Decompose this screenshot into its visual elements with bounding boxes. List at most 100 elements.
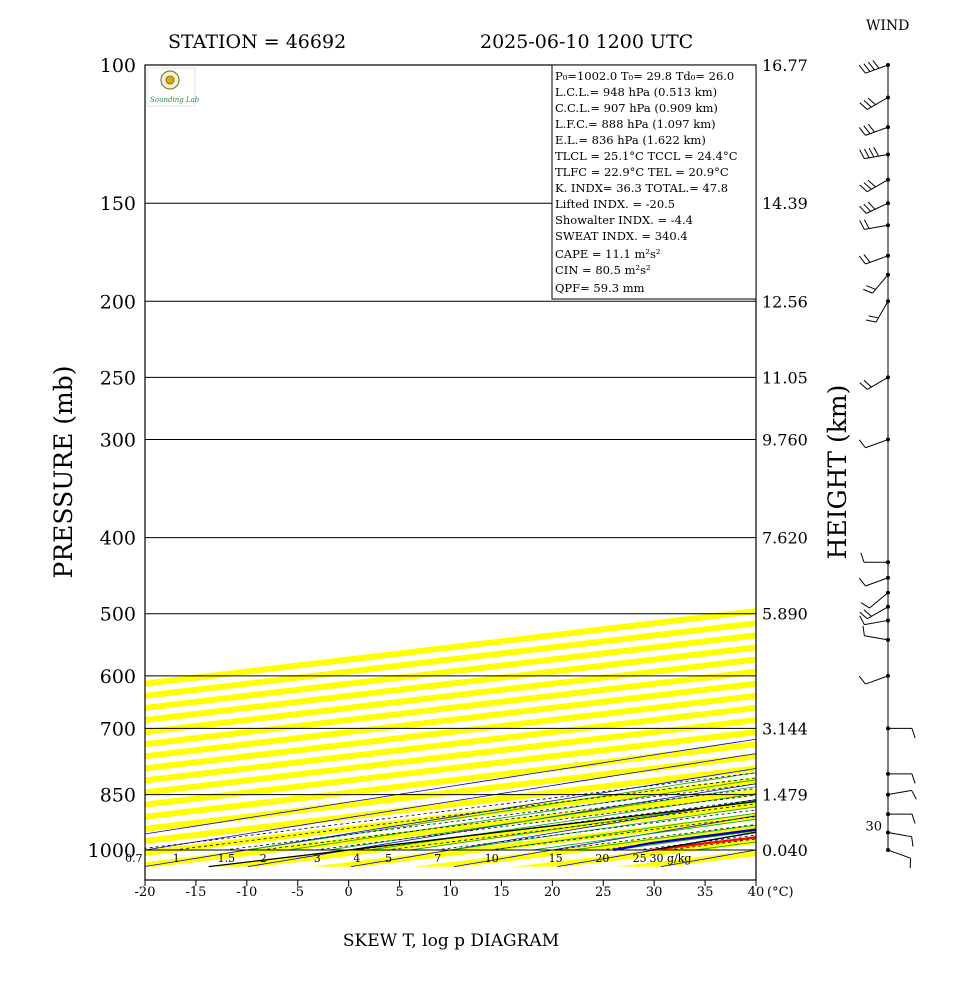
height-tick-label: 0.040 (762, 841, 808, 860)
moist-adiabat (409, 800, 756, 851)
wind-barb-feather (868, 147, 875, 158)
y2-axis-label: HEIGHT (km) (823, 385, 852, 560)
wind-barb-feather (863, 254, 871, 263)
station-label: STATION = 46692 (168, 31, 346, 53)
isotherm-band (145, 680, 756, 760)
pressure-tick-label: 700 (100, 718, 136, 740)
x-tick-label: 0 (345, 885, 353, 900)
dry-adiabat (764, 65, 960, 867)
wind-barb-feather (859, 184, 868, 193)
index-el: E.L.= 836 hPa (1.622 km) (555, 133, 706, 147)
isotherm-band (615, 850, 756, 867)
wind-barb-feather (867, 61, 875, 71)
datetime-label: 2025-06-10 1200 UTC (480, 31, 693, 53)
wind-barb-feather (866, 319, 877, 323)
index-sweat: SWEAT INDX. = 340.4 (555, 229, 688, 243)
wind-barb (864, 153, 889, 160)
index-cape: CAPE = 11.1 m²s² (555, 247, 660, 261)
pressure-tick-label: 150 (100, 193, 136, 215)
wind-barb-feather (867, 123, 875, 133)
dry-adiabat (350, 799, 756, 867)
wind-barb (865, 675, 889, 685)
mixing-ratio-label: 2 (260, 852, 267, 865)
mixing-ratio-label: 0.7 (125, 852, 143, 865)
wind-barb (865, 439, 889, 449)
mixing-ratio-label: 7 (434, 852, 441, 865)
wind-barb-feather (866, 285, 876, 290)
pressure-tick-label: 1000 (88, 840, 136, 862)
wind-barb (866, 202, 889, 214)
wind-barb-feather (858, 255, 866, 265)
mixing-ratio-line (174, 777, 756, 851)
dry-adiabat (145, 768, 756, 867)
mixing-ratio-label: 25 (633, 852, 647, 865)
isotherm-band (145, 644, 756, 724)
height-tick-label: 14.39 (762, 194, 808, 213)
wind-barb-feather (867, 201, 876, 210)
wind-barb-feather (859, 205, 867, 214)
mixing-ratio-label: 15 (549, 852, 563, 865)
index-p0: P₀=1002.0 T₀= 29.8 Td₀= 26.0 (555, 69, 734, 83)
dry-adiabat (145, 753, 756, 851)
wind-barb-feather (863, 203, 871, 212)
x-axis-unit: (°C) (767, 885, 794, 900)
wind-barb (865, 577, 889, 587)
pressure-tick-label: 250 (100, 367, 136, 389)
wind-barb-feather (860, 602, 870, 609)
wind-barb (875, 301, 889, 323)
height-tick-label: 1.479 (762, 786, 808, 805)
wind-level-dot (886, 253, 890, 258)
pressure-tick-label: 200 (100, 291, 136, 313)
wind-profile (858, 60, 917, 869)
wind-barb (865, 126, 889, 136)
wind-barb-feather (867, 97, 876, 106)
wind-barb (864, 619, 889, 626)
height-tick-label: 7.620 (762, 529, 808, 548)
wind-barb-feather (911, 790, 917, 800)
wind-barb-feather (859, 220, 865, 230)
wind-barb (865, 64, 889, 74)
index-showalter: Showalter INDX. = -4.4 (555, 213, 693, 227)
wind-barb-feather (859, 611, 868, 620)
isotherm-labels: -90-80-70-60-50-40-30-20-100102030 (865, 819, 882, 834)
wind-barb (872, 274, 889, 294)
wind-barb (887, 789, 912, 796)
pressure-tick-label: 300 (100, 430, 136, 452)
index-qpf: QPF= 59.3 mm (555, 281, 645, 295)
x-tick-label: -15 (185, 885, 206, 900)
wind-barb-feather (863, 379, 872, 388)
mixing-ratio-label: 1 (173, 852, 180, 865)
dry-adiabat (867, 65, 960, 867)
x-tick-label: 30 (646, 885, 663, 900)
isotherm-band (145, 741, 756, 820)
isotherm-band (145, 753, 756, 832)
wind-label: WIND (866, 18, 909, 34)
moist-adiabat (287, 779, 756, 851)
wind-barb-feather (858, 65, 866, 74)
wind-barb-feather (863, 182, 872, 190)
index-ccl: C.C.L.= 907 hPa (0.909 km) (555, 101, 718, 115)
index-tlcl: TLCL = 25.1°C TCCL = 24.4°C (555, 149, 738, 163)
y-axis-label: PRESSURE (mb) (49, 365, 78, 578)
isotherm-band (310, 813, 756, 867)
wind-barb (865, 255, 889, 265)
x-tick-label: -5 (291, 885, 304, 900)
isotherm-band (145, 632, 756, 711)
x-tick-label: 25 (595, 885, 612, 900)
pressure-tick-label: 850 (100, 785, 136, 807)
wind-barb-feather (873, 147, 879, 157)
x-tick-label: 35 (697, 885, 714, 900)
wind-barb-feather (859, 102, 868, 110)
isotherm-band (145, 620, 756, 699)
pressure-tick-label: 100 (100, 55, 136, 77)
mixing-ratio-label: 1.5 (218, 852, 236, 865)
isotherm-band (145, 716, 756, 796)
wind-barb (864, 224, 889, 230)
height-tick-label: 12.56 (762, 292, 808, 311)
x-tick-label: 10 (442, 885, 459, 900)
wind-barb (866, 376, 889, 390)
height-tick-label: 9.760 (762, 431, 808, 450)
index-tlfc: TLFC = 22.9°C TEL = 20.9°C (555, 165, 729, 179)
wind-barb-feather (872, 60, 880, 69)
